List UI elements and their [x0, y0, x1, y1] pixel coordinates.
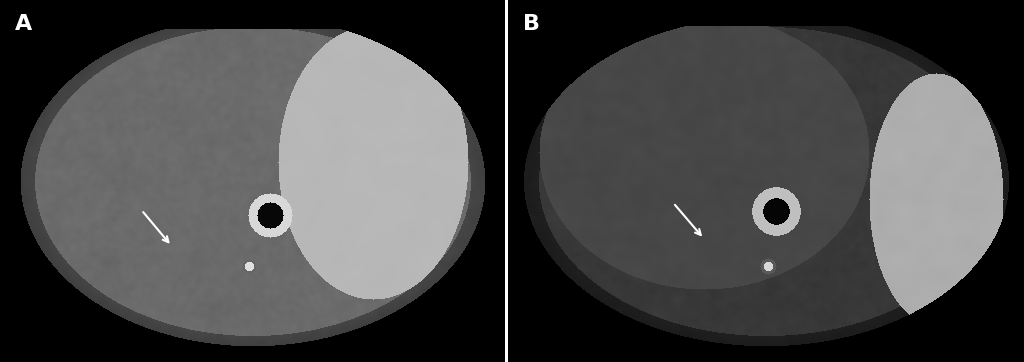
- Text: A: A: [15, 14, 33, 34]
- Text: B: B: [523, 14, 541, 34]
